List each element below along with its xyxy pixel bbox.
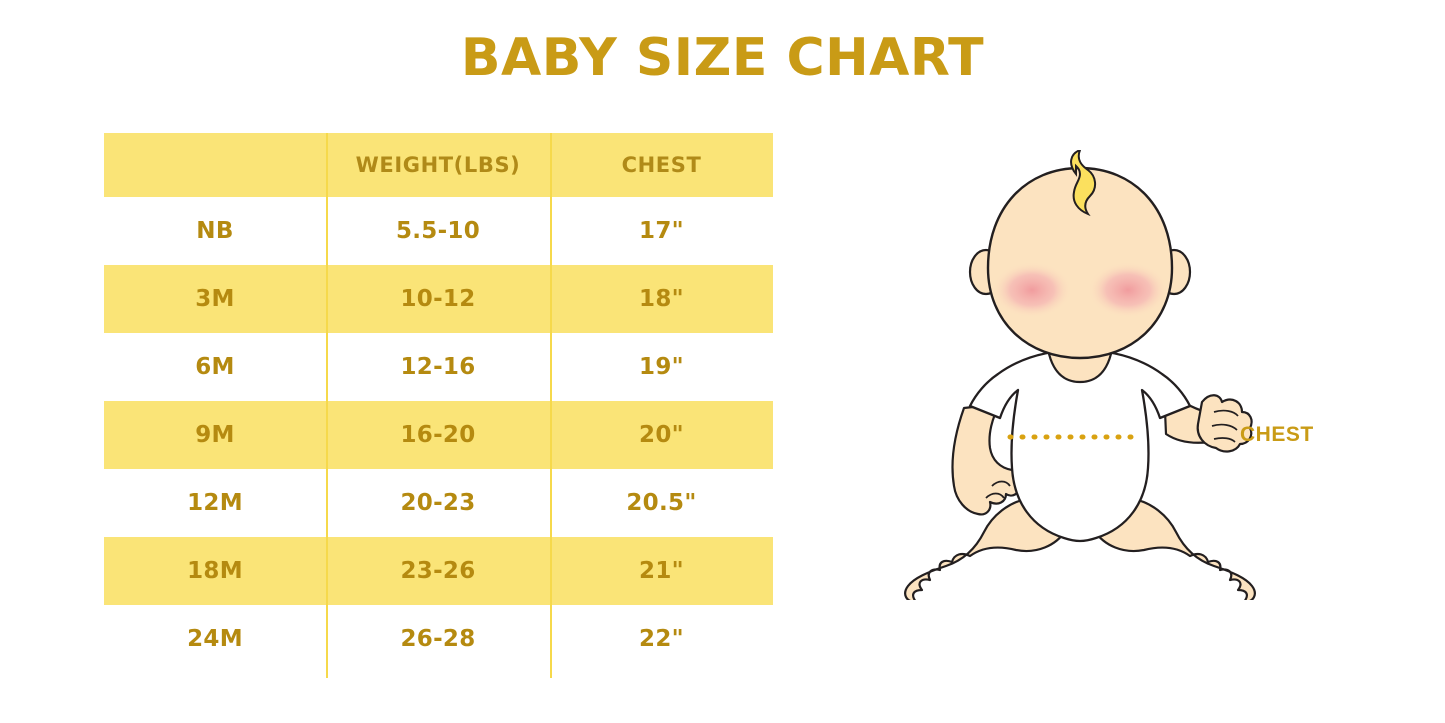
table-row: 6M 12-16 19" [104, 333, 773, 401]
table-row: 24M 26-28 22" [104, 605, 773, 673]
cell-chest: 19" [639, 354, 684, 380]
right-leg [1088, 490, 1256, 604]
table-header-row: WEIGHT(LBS) CHEST [104, 133, 773, 197]
cell-size: 12M [187, 490, 243, 516]
left-arm [951, 402, 1022, 516]
cell-chest: 20" [639, 422, 684, 448]
cell-chest: 18" [639, 286, 684, 312]
baby-illustration [880, 148, 1300, 604]
table-body: WEIGHT(LBS) CHEST NB 5.5-10 17" 3M 10-12… [104, 133, 773, 673]
cell-chest: 17" [639, 218, 684, 244]
cell-weight: 12-16 [400, 354, 476, 380]
page-title: BABY SIZE CHART [460, 28, 985, 88]
cell-chest: 20.5" [626, 490, 697, 516]
header-cell-chest: CHEST [621, 153, 702, 177]
cell-size: NB [196, 218, 234, 244]
left-leg [904, 490, 1072, 604]
right-cheek [1088, 262, 1168, 318]
cell-weight: 26-28 [400, 626, 476, 652]
cell-chest: 22" [639, 626, 684, 652]
table-row: 3M 10-12 18" [104, 265, 773, 333]
cell-weight: 20-23 [400, 490, 476, 516]
onesie [968, 348, 1192, 543]
header-cell-weight: WEIGHT(LBS) [355, 153, 521, 177]
cell-weight: 23-26 [400, 558, 476, 584]
table-row: 18M 23-26 21" [104, 537, 773, 605]
chest-measure-label: CHEST [1240, 423, 1314, 446]
cell-size: 9M [195, 422, 235, 448]
hair-curl-icon [1070, 148, 1096, 217]
cell-weight: 16-20 [400, 422, 476, 448]
table-row: NB 5.5-10 17" [104, 197, 773, 265]
column-divider-2 [550, 133, 552, 678]
baby-size-table: WEIGHT(LBS) CHEST NB 5.5-10 17" 3M 10-12… [104, 133, 773, 678]
column-divider-1 [326, 133, 328, 678]
left-cheek [992, 262, 1072, 318]
table-row: 12M 20-23 20.5" [104, 469, 773, 537]
baby-figure-svg [904, 148, 1256, 604]
head [986, 166, 1174, 360]
cell-chest: 21" [639, 558, 684, 584]
cell-size: 3M [195, 286, 235, 312]
cell-size: 6M [195, 354, 235, 380]
cell-size: 18M [187, 558, 243, 584]
cell-size: 24M [187, 626, 243, 652]
cell-weight: 10-12 [400, 286, 476, 312]
cell-weight: 5.5-10 [395, 218, 481, 244]
header-cell-size [104, 133, 326, 197]
table-row: 9M 16-20 20" [104, 401, 773, 469]
